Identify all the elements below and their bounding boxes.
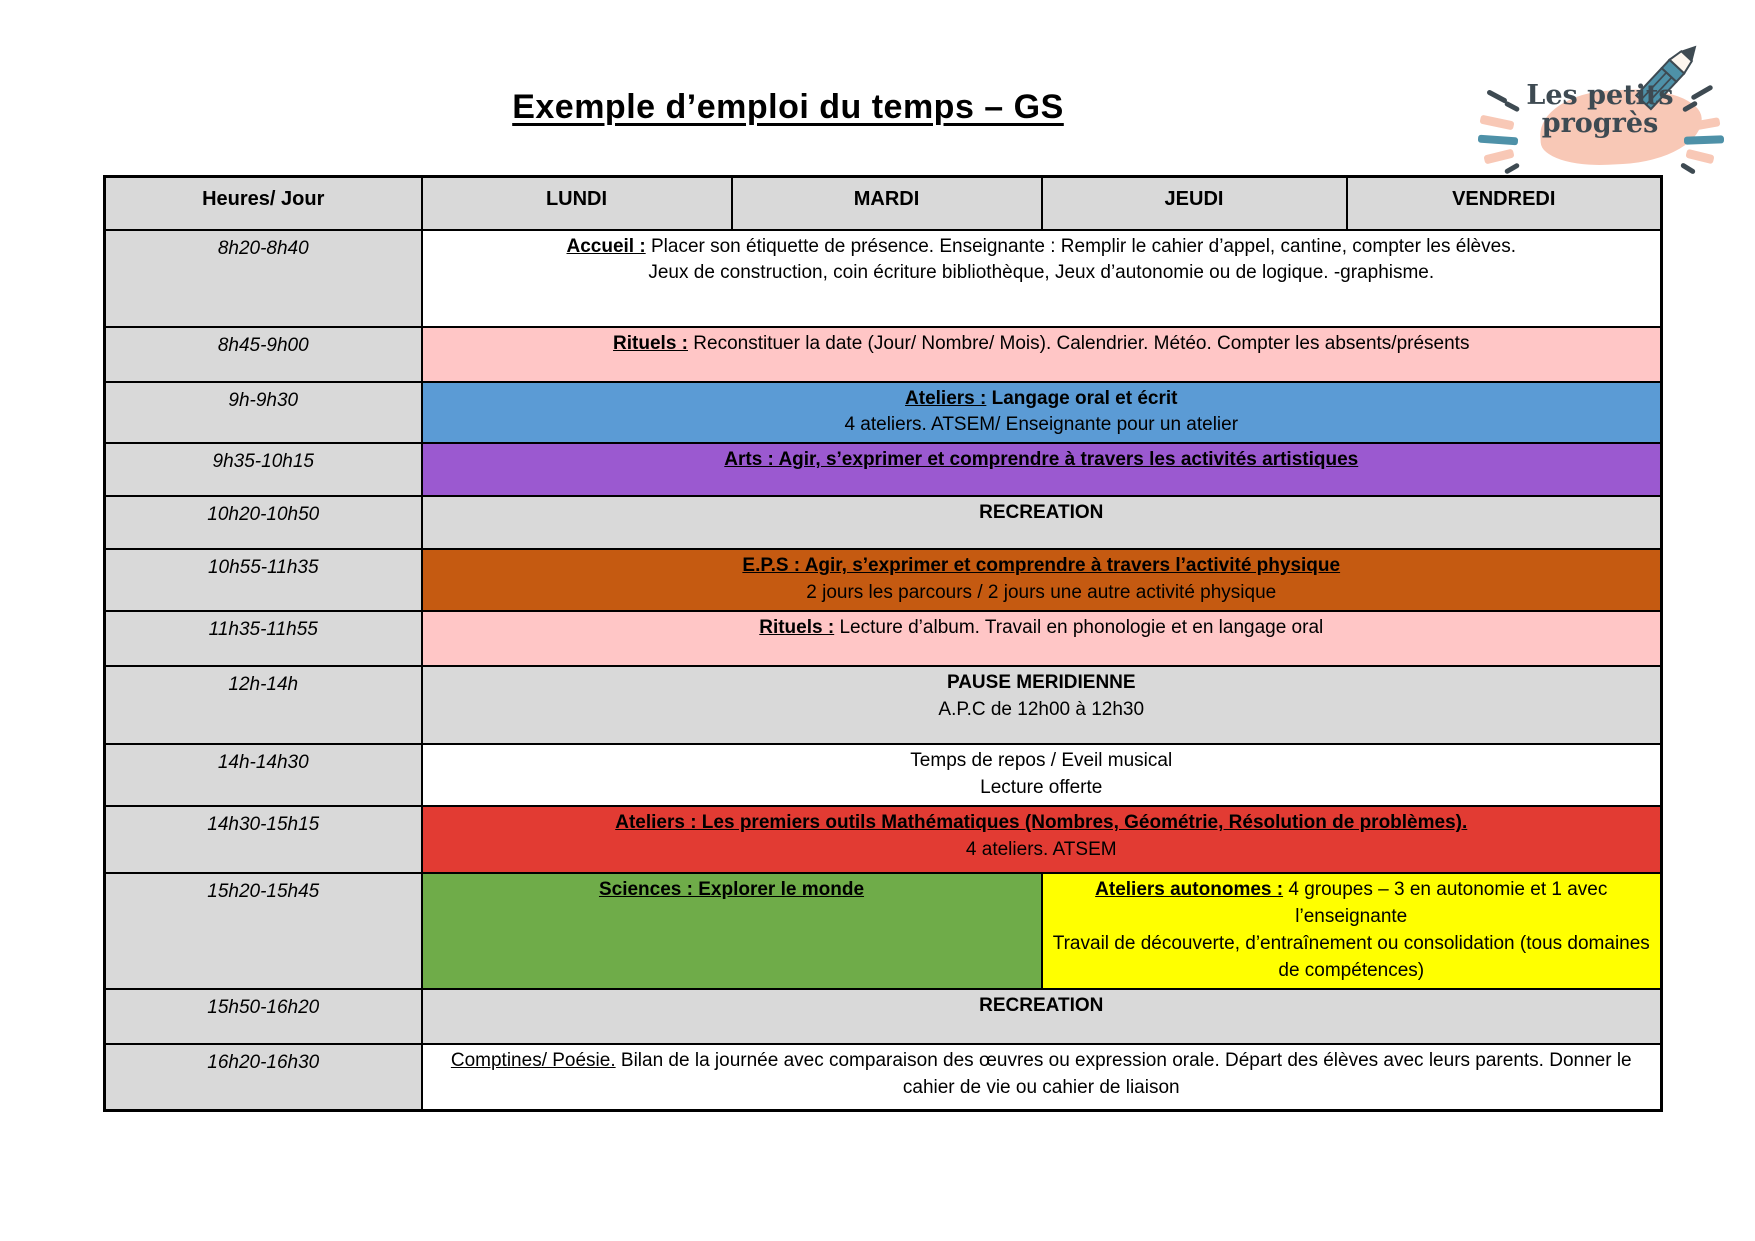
activity-text: 2 jours les parcours / 2 jours une autre… [806, 582, 1277, 604]
activity-pause-meridienne: PAUSE MERIDIENNE A.P.C de 12h00 à 12h30 [420, 665, 1663, 746]
row-rituels-midi: 11h35-11h55 Rituels : Lecture d’album. T… [103, 610, 1663, 668]
logo-text: Les petits progrès [1500, 80, 1700, 140]
time-slot: 16h20-16h30 [103, 1043, 423, 1112]
time-slot: 14h30-15h15 [103, 805, 423, 875]
activity-recreation: RECREATION [420, 988, 1663, 1046]
row-eps: 10h55-11h35 E.P.S : Agir, s’exprimer et … [103, 548, 1663, 613]
pencil-icon [1634, 45, 1697, 111]
activity-rituels-midi: Rituels : Lecture d’album. Travail en ph… [420, 610, 1663, 668]
activity-eps: E.P.S : Agir, s’exprimer et comprendre à… [420, 548, 1663, 613]
row-recreation-matin: 10h20-10h50 RECREATION [103, 495, 1663, 551]
col-header-jeudi: JEUDI [1040, 175, 1348, 231]
activity-sciences: Sciences : Explorer le monde [420, 872, 1043, 991]
row-arts: 9h35-10h15 Arts : Agir, s’exprimer et co… [103, 442, 1663, 498]
logo-text-line2: progrès [1541, 108, 1659, 140]
time-slot: 10h20-10h50 [103, 495, 423, 551]
time-slot: 15h50-16h20 [103, 988, 423, 1046]
activity-text: Jeux de construction, coin écriture bibl… [648, 262, 1435, 284]
time-slot: 9h-9h30 [103, 380, 423, 445]
activity-text: Reconstituer la date (Jour/ Nombre/ Mois… [688, 332, 1470, 354]
row-pause-meridienne: 12h-14h PAUSE MERIDIENNE A.P.C de 12h00 … [103, 665, 1663, 746]
col-header-mardi: MARDI [730, 175, 1043, 231]
activity-ateliers-autonomes: Ateliers autonomes : 4 groupes – 3 en au… [1040, 872, 1663, 991]
row-accueil: 8h20-8h40 Accueil : Placer son étiquette… [103, 228, 1663, 328]
activity-text: Lecture offerte [980, 777, 1103, 799]
activity-text: A.P.C de 12h00 à 12h30 [938, 699, 1145, 721]
activity-text: Bilan de la journée avec comparaison des… [615, 1050, 1632, 1099]
activity-label: Sciences : Explorer le monde [598, 879, 865, 901]
activity-repos: Temps de repos / Eveil musical Lecture o… [420, 743, 1663, 808]
logo-text-line1: Les petits [1526, 80, 1674, 111]
row-comptines: 16h20-16h30 Comptines/ Poésie. Bilan de … [103, 1043, 1663, 1112]
logo-ray-icon [1679, 162, 1697, 175]
activity-ateliers-maths: Ateliers : Les premiers outils Mathémati… [420, 805, 1663, 875]
time-slot: 12h-14h [103, 665, 423, 746]
activity-text: 4 ateliers. ATSEM/ Enseignante pour un a… [844, 414, 1239, 436]
row-rituels-matin: 8h45-9h00 Rituels : Reconstituer la date… [103, 325, 1663, 383]
row-ateliers-langage: 9h-9h30 Ateliers : Langage oral et écrit… [103, 380, 1663, 445]
activity-text: Travail de découverte, d’entraînement ou… [1052, 933, 1650, 982]
activity-label: Ateliers : Les premiers outils Mathémati… [615, 812, 1468, 834]
activity-label: E.P.S : Agir, s’exprimer et comprendre à… [742, 555, 1341, 577]
activity-text: Placer son étiquette de présence. Enseig… [645, 235, 1516, 257]
activity-rituels-matin: Rituels : Reconstituer la date (Jour/ No… [420, 325, 1663, 383]
page-title: Exemple d’emploi du temps – GS [512, 88, 1064, 126]
logo-ray-icon [1683, 135, 1725, 145]
row-repos: 14h-14h30 Temps de repos / Eveil musical… [103, 743, 1663, 808]
activity-label: Comptines/ Poésie. [450, 1050, 616, 1072]
logo-ray-icon [1685, 148, 1715, 165]
row-recreation-aprem: 15h50-16h20 RECREATION [103, 988, 1663, 1046]
time-slot: 14h-14h30 [103, 743, 423, 808]
activity-text: Temps de repos / Eveil musical [910, 750, 1173, 772]
logo-ray-icon [1503, 162, 1521, 175]
time-slot: 8h45-9h00 [103, 325, 423, 383]
les-petits-progres-logo: Les petits progrès [1477, 42, 1725, 175]
activity-label: Ateliers autonomes : [1095, 879, 1284, 901]
time-slot: 9h35-10h15 [103, 442, 423, 498]
time-slot: 11h35-11h55 [103, 610, 423, 668]
activity-label: PAUSE MERIDIENNE [946, 672, 1136, 694]
activity-label: Accueil : [566, 235, 646, 257]
col-header-heures-jour: Heures/ Jour [103, 175, 423, 231]
activity-ateliers-langage: Ateliers : Langage oral et écrit 4 ateli… [420, 380, 1663, 445]
activity-label: Arts : Agir, s’exprimer et comprendre à … [724, 449, 1359, 471]
time-slot: 8h20-8h40 [103, 228, 423, 328]
activity-label: Ateliers : [905, 387, 987, 409]
timetable: Heures/ Jour LUNDI MARDI JEUDI VENDREDI … [103, 175, 1663, 1112]
activity-text: Langage oral et écrit [986, 387, 1178, 409]
row-ateliers-maths: 14h30-15h15 Ateliers : Les premiers outi… [103, 805, 1663, 875]
activity-text: 4 groupes – 3 en autonomie et 1 avec l’e… [1283, 879, 1608, 928]
col-header-vendredi: VENDREDI [1345, 175, 1663, 231]
activity-comptines: Comptines/ Poésie. Bilan de la journée a… [420, 1043, 1663, 1112]
row-sciences-ateliers-autonomes: 15h20-15h45 Sciences : Explorer le monde… [103, 872, 1663, 991]
activity-accueil: Accueil : Placer son étiquette de présen… [420, 228, 1663, 328]
activity-arts: Arts : Agir, s’exprimer et comprendre à … [420, 442, 1663, 498]
header-row: Heures/ Jour LUNDI MARDI JEUDI VENDREDI [103, 175, 1663, 231]
activity-label: Rituels : [613, 332, 688, 354]
activity-text: Lecture d’album. Travail en phonologie e… [834, 617, 1324, 639]
col-header-lundi: LUNDI [420, 175, 733, 231]
activity-text: 4 ateliers. ATSEM [965, 839, 1117, 861]
logo-ray-icon [1483, 148, 1515, 165]
time-slot: 10h55-11h35 [103, 548, 423, 613]
time-slot: 15h20-15h45 [103, 872, 423, 991]
activity-label: Rituels : [759, 617, 835, 639]
activity-recreation: RECREATION [420, 495, 1663, 551]
logo-ray-icon [1477, 134, 1519, 146]
